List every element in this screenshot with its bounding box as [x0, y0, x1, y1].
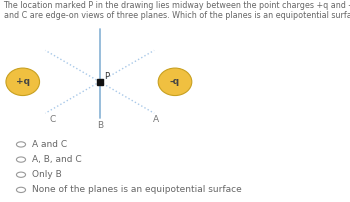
Text: A, B, and C: A, B, and C — [32, 155, 82, 164]
Text: Only B: Only B — [32, 170, 62, 179]
Text: B: B — [97, 121, 104, 130]
Text: A: A — [153, 115, 159, 124]
Ellipse shape — [6, 68, 40, 96]
Text: A and C: A and C — [32, 140, 67, 149]
Text: -q: -q — [170, 77, 180, 86]
Text: None of the planes is an equipotential surface: None of the planes is an equipotential s… — [32, 185, 242, 194]
Text: The location marked P in the drawing lies midway between the point charges +q an: The location marked P in the drawing lie… — [4, 1, 350, 10]
Text: C: C — [49, 115, 55, 124]
Text: +q: +q — [16, 77, 30, 86]
Text: and C are edge-on views of three planes. Which of the planes is an equipotential: and C are edge-on views of three planes.… — [4, 11, 350, 20]
Text: P: P — [104, 72, 109, 81]
Ellipse shape — [158, 68, 192, 96]
